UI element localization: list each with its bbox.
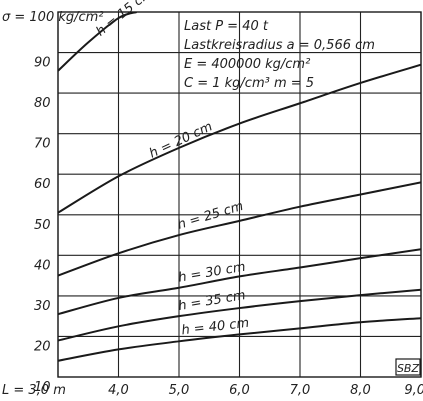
grid bbox=[57, 11, 422, 378]
curve-line bbox=[58, 317, 421, 362]
curves bbox=[58, 12, 421, 362]
sbz-watermark-box bbox=[395, 358, 421, 376]
load-parameters-annotation: Last P = 40 t Lastkreisradius a = 0,566 … bbox=[184, 19, 375, 91]
curve-line bbox=[58, 288, 421, 342]
annotation-line-2: Lastkreisradius a = 0,566 cm bbox=[184, 38, 375, 53]
x-tick-label: 6,0 bbox=[229, 383, 250, 398]
y-tick-label: 10 bbox=[34, 380, 51, 395]
y-tick-label: 70 bbox=[34, 137, 51, 152]
y-tick-label: 90 bbox=[34, 56, 51, 71]
y-tick-label: 40 bbox=[34, 258, 51, 273]
sbz-watermark-text: SBZ bbox=[397, 362, 420, 375]
curve-line bbox=[58, 181, 421, 277]
curve-label: h = 20 cm bbox=[147, 119, 215, 161]
curve-line bbox=[58, 248, 421, 316]
curve-label: h = 35 cm bbox=[177, 288, 246, 314]
x-tick-label: 4,0 bbox=[108, 383, 129, 398]
y-tick-label: 30 bbox=[34, 299, 51, 314]
x-tick-label: L = 3,0 m bbox=[2, 383, 66, 398]
curve-line bbox=[58, 63, 421, 214]
curve-line bbox=[58, 12, 137, 72]
x-tick-label: 8,0 bbox=[350, 383, 371, 398]
annotation-line-3: E = 400000 kg/cm² bbox=[184, 57, 310, 72]
y-tick-label: σ = 100 kg/cm² bbox=[2, 10, 104, 25]
annotation-line-1: Last P = 40 t bbox=[184, 19, 269, 34]
annotation-line-4: C = 1 kg/cm³ m = 5 bbox=[184, 76, 314, 91]
y-tick-label: 20 bbox=[34, 339, 51, 354]
x-tick-label: 9,0 bbox=[404, 383, 423, 398]
ticks: L = 3,0 m 4,0 5,0 6,0 7,0 8,0 9,0 σ = 100 kg/cm… bbox=[2, 10, 423, 398]
x-tick-label: 5,0 bbox=[169, 383, 190, 398]
plot-frame bbox=[57, 11, 422, 378]
y-tick-label: 80 bbox=[34, 96, 51, 111]
y-tick-label: 60 bbox=[34, 177, 51, 192]
sbz-watermark: SBZ bbox=[395, 358, 421, 376]
y-tick-label: 50 bbox=[34, 218, 51, 233]
x-tick-label: 7,0 bbox=[290, 383, 311, 398]
